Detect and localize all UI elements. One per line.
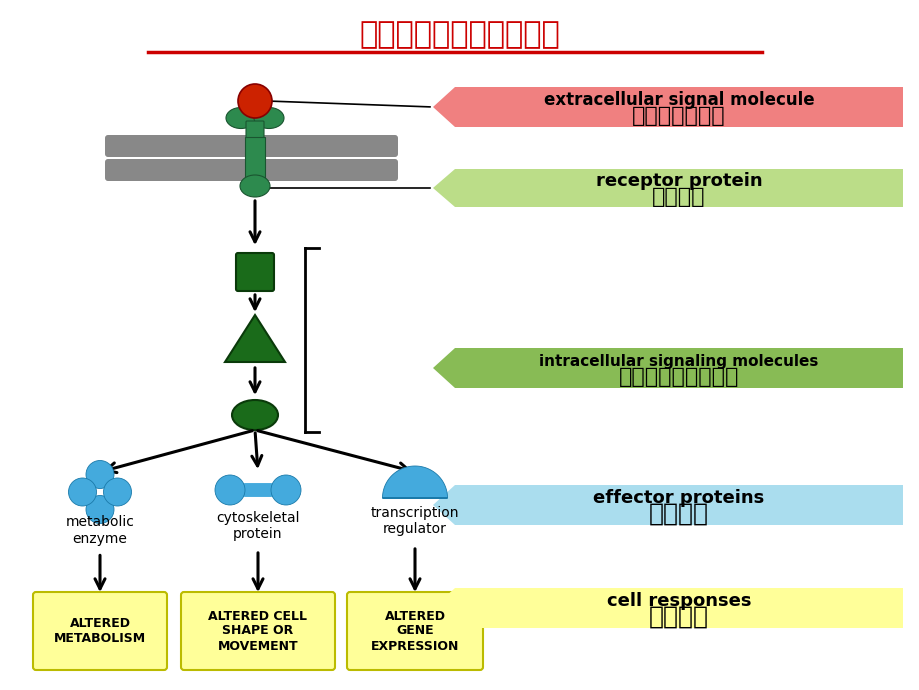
- Text: 细胞内信号转导分子: 细胞内信号转导分子: [618, 367, 738, 387]
- Text: 细胞反应: 细胞反应: [648, 605, 709, 629]
- FancyBboxPatch shape: [105, 135, 398, 157]
- Circle shape: [271, 475, 301, 505]
- Text: 受体蛋白: 受体蛋白: [652, 187, 705, 207]
- Polygon shape: [433, 485, 902, 525]
- FancyBboxPatch shape: [245, 121, 264, 141]
- FancyBboxPatch shape: [346, 592, 482, 670]
- Text: transcription
regulator: transcription regulator: [370, 506, 459, 536]
- FancyBboxPatch shape: [244, 137, 265, 179]
- Circle shape: [238, 84, 272, 118]
- Ellipse shape: [240, 175, 269, 197]
- Text: 细胞外信号分子: 细胞外信号分子: [631, 106, 725, 126]
- Text: 细胞信号通路的基本组成: 细胞信号通路的基本组成: [359, 21, 560, 50]
- Text: intracellular signaling molecules: intracellular signaling molecules: [539, 353, 818, 368]
- Polygon shape: [433, 348, 902, 388]
- Text: ALTERED
GENE
EXPRESSION: ALTERED GENE EXPRESSION: [370, 609, 459, 653]
- Text: 效应蛋白: 效应蛋白: [648, 502, 709, 526]
- Text: extracellular signal molecule: extracellular signal molecule: [543, 91, 813, 109]
- Text: metabolic
enzyme: metabolic enzyme: [65, 515, 134, 546]
- Text: cytoskeletal
protein: cytoskeletal protein: [216, 511, 300, 541]
- Ellipse shape: [226, 108, 255, 128]
- Text: receptor protein: receptor protein: [595, 172, 762, 190]
- Polygon shape: [433, 169, 902, 207]
- FancyBboxPatch shape: [236, 253, 274, 291]
- Ellipse shape: [254, 108, 284, 128]
- FancyBboxPatch shape: [33, 592, 167, 670]
- Text: effector proteins: effector proteins: [593, 489, 764, 507]
- Circle shape: [215, 475, 244, 505]
- Polygon shape: [433, 87, 902, 127]
- Circle shape: [85, 460, 114, 489]
- Polygon shape: [433, 588, 902, 628]
- Text: ALTERED
METABOLISM: ALTERED METABOLISM: [54, 617, 146, 645]
- Circle shape: [68, 478, 96, 506]
- Text: cell responses: cell responses: [607, 592, 751, 610]
- FancyBboxPatch shape: [181, 592, 335, 670]
- Polygon shape: [225, 315, 285, 362]
- FancyBboxPatch shape: [105, 159, 398, 181]
- Circle shape: [85, 495, 114, 524]
- Ellipse shape: [232, 400, 278, 430]
- Circle shape: [103, 478, 131, 506]
- Polygon shape: [382, 466, 447, 498]
- Text: ALTERED CELL
SHAPE OR
MOVEMENT: ALTERED CELL SHAPE OR MOVEMENT: [209, 609, 307, 653]
